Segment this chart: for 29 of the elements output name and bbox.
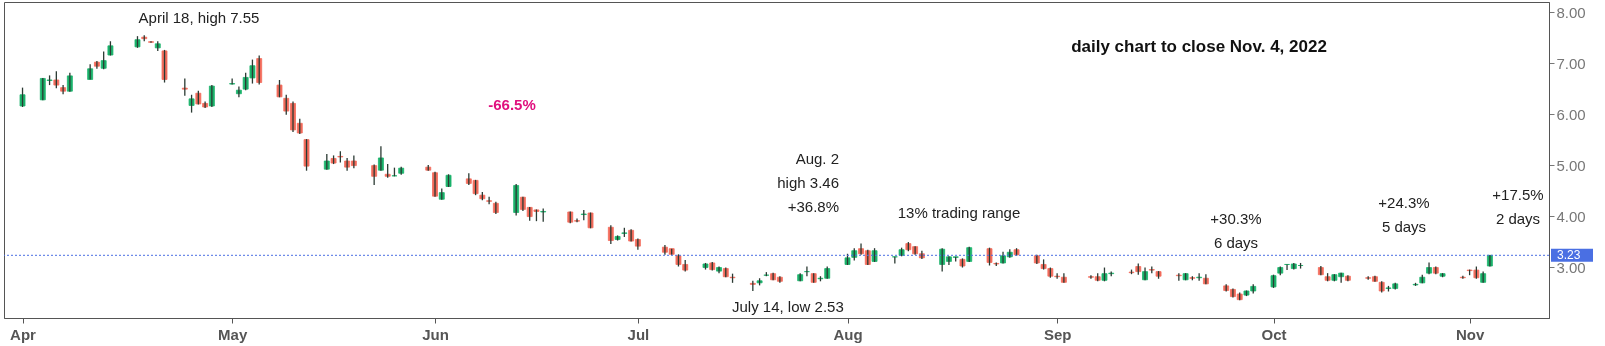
x-tick-label: Apr — [10, 325, 37, 343]
annotation: +30.3% 6 days — [1210, 210, 1262, 251]
x-tick-label: Aug — [833, 325, 863, 343]
y-tick-label: 4.00 — [1556, 207, 1586, 225]
x-tick-label: Jun — [422, 325, 449, 343]
candlestick — [486, 196, 493, 205]
x-tick-label: Oct — [1261, 325, 1287, 343]
annotation: -66.5% — [488, 96, 536, 113]
candlestick — [371, 163, 378, 186]
annotation: 13% trading range — [897, 204, 1021, 221]
x-tick-label: Sep — [1043, 325, 1072, 343]
y-tick-label: 6.00 — [1556, 105, 1586, 123]
annotation: +17.5% 2 days — [1492, 186, 1544, 227]
annotation: Aug. 2 high 3.46 +36.8% — [777, 150, 839, 215]
y-tick-label: 8.00 — [1556, 3, 1586, 21]
x-tick-label: Nov — [1455, 325, 1485, 343]
annotation: July 14, low 2.53 — [732, 298, 844, 315]
y-tick-label: 5.00 — [1556, 156, 1586, 174]
x-tick-label: Jul — [627, 325, 650, 343]
x-tick-label: May — [218, 325, 248, 343]
text: daily chart to close Nov. 4, 2022 — [1071, 37, 1327, 56]
candlestick — [229, 77, 236, 86]
annotation: April 18, high 7.55 — [138, 9, 260, 26]
candlestick — [19, 86, 26, 108]
candlestick — [148, 40, 154, 44]
candlestick — [303, 138, 310, 172]
candlestick — [161, 49, 168, 84]
y-tick-label: 7.00 — [1556, 54, 1586, 72]
annotation: +24.3% 5 days — [1378, 194, 1430, 235]
